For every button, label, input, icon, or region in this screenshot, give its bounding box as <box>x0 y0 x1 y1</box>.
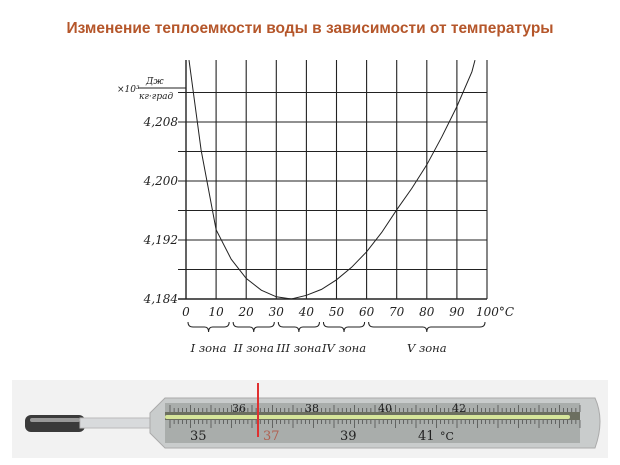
y-tick-label: 4,200 <box>143 174 179 188</box>
zone-label: III зона <box>275 341 321 355</box>
x-tick-label: 80 <box>419 305 435 319</box>
zone-braces: I зона II зона III зона IV зона V зона <box>187 321 486 355</box>
zone-label: IV зона <box>321 341 366 355</box>
zone-label: I зона <box>190 341 227 355</box>
top-scale-38: 38 <box>305 402 319 415</box>
x-tick-label: 30 <box>269 305 285 319</box>
zone-brace <box>322 321 366 333</box>
x-tick-label: 0 <box>182 305 190 319</box>
y-axis-unit-label: ×10³ Дж кг·град <box>117 77 186 102</box>
x-tick-label: 50 <box>329 305 345 319</box>
bottom-scale-37: 37 <box>263 429 280 444</box>
x-tick-label: 70 <box>389 305 405 319</box>
zone-brace <box>368 321 486 333</box>
heat-capacity-chart: 4,184 4,192 4,200 4,208 0 10 20 30 40 50 60 70 80 90… <box>117 59 514 355</box>
bottom-scale-unit: °C <box>440 430 454 443</box>
x-tick-label: 90 <box>449 305 465 319</box>
zone-label: V зона <box>407 341 447 355</box>
thermometer-stem <box>79 417 151 429</box>
top-scale-42: 42 <box>452 402 466 415</box>
unit-numerator: Дж <box>145 77 164 87</box>
top-scale-36: 36 <box>232 402 246 415</box>
y-tick-label: 4,184 <box>143 292 178 306</box>
x-tick-label: 100°С <box>476 305 514 319</box>
zone-brace <box>277 321 320 333</box>
chart-title: Изменение теплоемкости воды в зависимост… <box>66 20 554 37</box>
zone-label: II зона <box>233 341 275 355</box>
x-tick-label: 10 <box>208 305 224 319</box>
mercury-column <box>165 415 570 419</box>
bottom-scale-39: 39 <box>340 429 357 444</box>
y-axis-ticks: 4,184 4,192 4,200 4,208 <box>143 115 179 306</box>
unit-denominator: кг·град <box>139 92 173 102</box>
series-line <box>188 59 476 300</box>
x-tick-label: 60 <box>359 305 375 319</box>
bottom-scale-35: 35 <box>190 429 207 444</box>
x-tick-label: 20 <box>238 305 255 319</box>
y-tick-label: 4,208 <box>143 115 179 129</box>
x-tick-label: 40 <box>298 305 315 319</box>
grid <box>178 60 488 300</box>
bottom-scale-41: 41 <box>418 429 435 444</box>
zone-brace <box>187 321 230 333</box>
top-scale-40: 40 <box>378 402 392 415</box>
thermometer-scale <box>165 403 580 443</box>
thermometer-bulb <box>25 415 85 432</box>
x-axis-ticks: 0 10 20 30 40 50 60 70 80 90 100°С <box>182 305 514 319</box>
y-tick-label: 4,192 <box>143 233 178 247</box>
unit-prefix: ×10³ <box>117 85 140 95</box>
zone-brace <box>232 321 275 333</box>
